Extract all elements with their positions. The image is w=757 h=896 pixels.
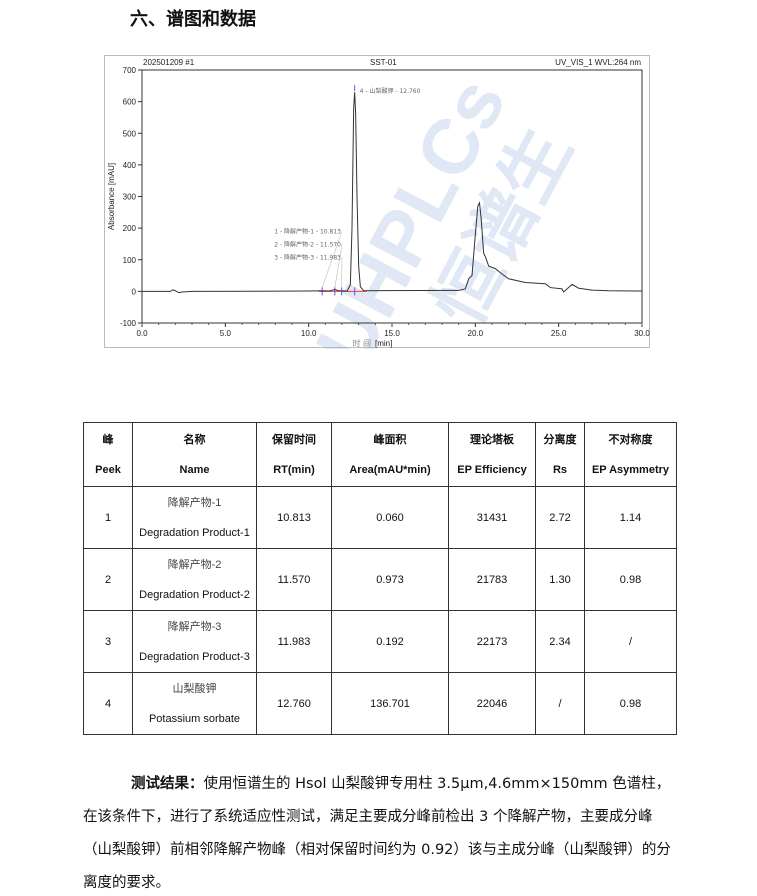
header-en: EP Efficiency (457, 463, 527, 476)
name-zh: 降解产物-1 (167, 496, 222, 509)
rt-cell: 11.570 (256, 548, 332, 611)
peak-cell: 4 (83, 672, 133, 735)
area-cell: 0.973 (331, 548, 449, 611)
table-row: 2 降解产物-2 Degradation Product-2 11.570 0.9… (83, 548, 677, 611)
header-zh: 保留时间 (272, 433, 316, 446)
header-en: Rs (552, 463, 568, 476)
peak-label: 1 - 降解产物-1 - 10.813 (274, 227, 341, 235)
y-tick-label: 100 (123, 256, 137, 265)
column-header: 峰 Peek (83, 422, 133, 487)
column-header: 峰面积 Area(mAU*min) (331, 422, 449, 487)
chromatogram-svg: UHPLCs 恒谱生 0.0 5.0 10.0 15.0 20.0 25.0 30.0 -10… (107, 64, 650, 349)
injection-label: SST-01 (370, 58, 397, 67)
y-tick-label: 0 (132, 287, 137, 296)
name-zh: 降解产物-2 (167, 558, 222, 571)
peak-label: 3 - 降解产物-3 - 11.983 (274, 253, 341, 261)
peak-label-leader (321, 231, 343, 288)
rt-cell: 12.760 (256, 672, 332, 735)
chromatogram: UHPLCs 恒谱生 0.0 5.0 10.0 15.0 20.0 25.0 30.0 -10… (104, 55, 650, 349)
chromatogram-trace (142, 92, 643, 294)
result-label: 测试结果： (131, 776, 204, 792)
column-header: 不对称度 EP Asymmetry (584, 422, 677, 487)
header-en: Peek (95, 463, 121, 476)
header-zh: 理论塔板 (470, 433, 514, 446)
efficiency-cell: 22173 (448, 610, 536, 673)
column-header: 名称 Name (132, 422, 257, 487)
table-row: 1 降解产物-1 Degradation Product-1 10.813 0.0… (83, 486, 677, 549)
header-zh: 峰面积 (373, 433, 407, 446)
y-tick-label: 300 (123, 193, 137, 202)
name-en: Potassium sorbate (148, 712, 241, 725)
header-en: Name (179, 463, 210, 476)
rs-cell: / (535, 672, 585, 735)
test-result-paragraph: 测试结果：使用恒谱生的 Hsol 山梨酸钾专用柱 3.5μm,4.6mm×150… (83, 768, 675, 896)
rt-cell: 10.813 (256, 486, 332, 549)
x-tick-label: 15.0 (384, 329, 400, 338)
efficiency-cell: 31431 (448, 486, 536, 549)
sample-label: 202501209 #1 (143, 58, 195, 67)
header-zh: 不对称度 (608, 433, 653, 446)
name-cell: 山梨酸钾 Potassium sorbate (132, 672, 257, 735)
x-axis-label-zh: 时 间 (352, 338, 371, 348)
y-tick-label: 600 (123, 98, 137, 107)
column-header: 保留时间 RT(min) (256, 422, 332, 487)
rs-cell: 1.30 (535, 548, 585, 611)
area-cell: 136.701 (331, 672, 449, 735)
rs-cell: 2.34 (535, 610, 585, 673)
watermark-logo: UHPLCs 恒谱生 (298, 64, 587, 349)
result-text: 使用恒谱生的 Hsol 山梨酸钾专用柱 3.5μm,4.6mm×150mm 色谱… (83, 776, 671, 891)
peak-cell: 2 (83, 548, 133, 611)
rs-cell: 2.72 (535, 486, 585, 549)
peak-cell: 3 (83, 610, 133, 673)
asymmetry-cell: 1.14 (584, 486, 677, 549)
peak-label: 4 - 山梨酸钾 - 12.760 (360, 87, 421, 95)
results-table: 峰 Peek 名称 Name 保留时间 RT(min) 峰面积 Area(mAU*min) 理论… (83, 422, 677, 735)
peak-label-leader (334, 244, 343, 288)
name-cell: 降解产物-2 Degradation Product-2 (132, 548, 257, 611)
x-tick-label: 30.0 (634, 329, 650, 338)
name-cell: 降解产物-3 Degradation Product-3 (132, 610, 257, 673)
section-title: 六、谱图和数据 (130, 9, 256, 30)
asymmetry-cell: / (584, 610, 677, 673)
x-tick-label: 10.0 (301, 329, 317, 338)
table-row: 3 降解产物-3 Degradation Product-3 11.983 0.1… (83, 610, 677, 673)
efficiency-cell: 21783 (448, 548, 536, 611)
table-row: 4 山梨酸钾 Potassium sorbate 12.760 136.701 2… (83, 672, 677, 735)
name-en: Degradation Product-2 (139, 588, 250, 601)
header-zh: 峰 (102, 433, 114, 446)
name-zh: 山梨酸钾 (172, 682, 217, 695)
peak-label: 2 - 降解产物-2 - 11.570 (274, 240, 341, 248)
x-tick-label: 5.0 (220, 329, 232, 338)
asymmetry-cell: 0.98 (584, 672, 677, 735)
x-tick-label: 20.0 (468, 329, 484, 338)
header-zh: 名称 (183, 433, 206, 446)
header-en: RT(min) (273, 463, 315, 476)
asymmetry-cell: 0.98 (584, 548, 677, 611)
y-tick-label: -100 (120, 319, 137, 328)
y-tick-label: 400 (123, 161, 137, 170)
detector-label: UV_VIS_1 WVL:264 nm (555, 58, 641, 67)
name-en: Degradation Product-3 (139, 650, 250, 663)
efficiency-cell: 22046 (448, 672, 536, 735)
y-tick-label: 700 (123, 66, 137, 75)
header-zh: 分离度 (543, 433, 577, 446)
header-en: EP Asymmetry (591, 463, 670, 476)
x-axis-label: [min] (375, 339, 392, 348)
area-cell: 0.060 (331, 486, 449, 549)
peak-cell: 1 (83, 486, 133, 549)
x-tick-label: 25.0 (551, 329, 567, 338)
name-en: Degradation Product-1 (139, 526, 250, 539)
y-tick-label: 200 (123, 224, 137, 233)
name-cell: 降解产物-1 Degradation Product-1 (132, 486, 257, 549)
y-tick-label: 500 (123, 129, 137, 138)
x-tick-label: 0.0 (136, 329, 148, 338)
header-en: Area(mAU*min) (349, 463, 431, 476)
y-axis-label: Absorbance [mAU] (107, 163, 116, 230)
rt-cell: 11.983 (256, 610, 332, 673)
name-zh: 降解产物-3 (167, 620, 222, 633)
column-header: 理论塔板 EP Efficiency (448, 422, 536, 487)
column-header: 分离度 Rs (535, 422, 585, 487)
area-cell: 0.192 (331, 610, 449, 673)
